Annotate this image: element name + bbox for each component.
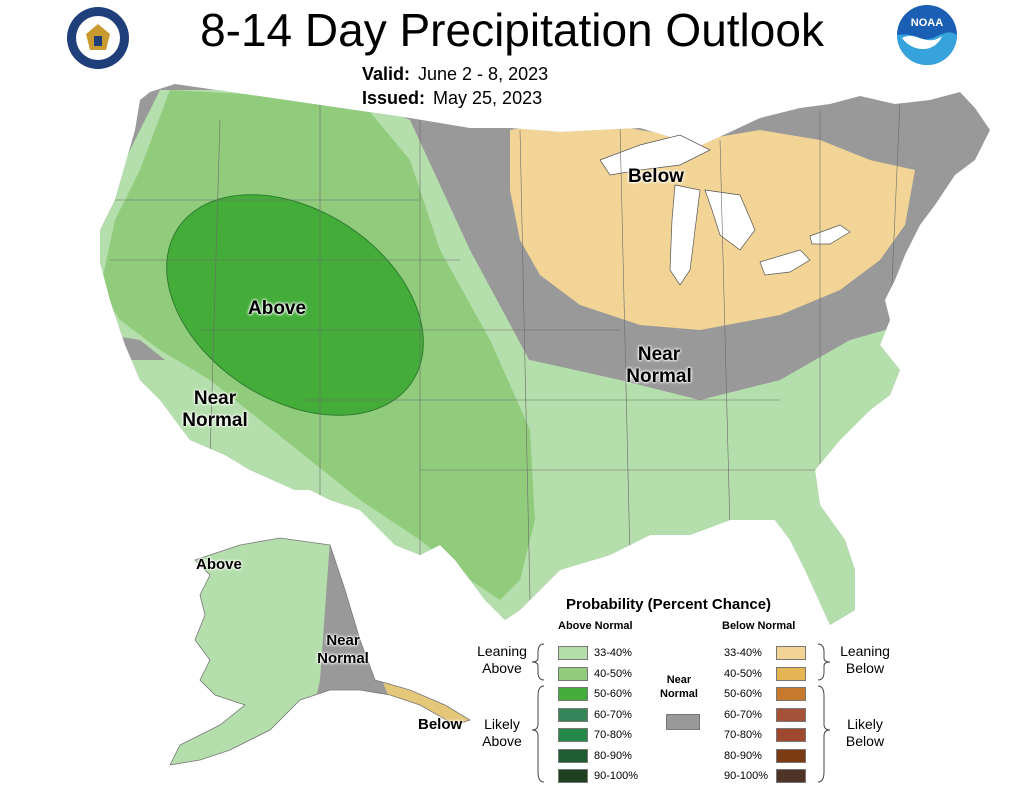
- legend-below-label: 33-40%: [724, 647, 762, 659]
- issued-label: Issued:: [362, 88, 426, 108]
- legend-above-swatch: [558, 646, 588, 660]
- issued-date: Issued: May 25, 2023: [362, 88, 542, 109]
- legend-below-swatch: [776, 646, 806, 660]
- legend-title: Probability (Percent Chance): [566, 596, 772, 613]
- page-title: 8-14 Day Precipitation Outlook: [200, 4, 824, 56]
- legend-above-label: 50-60%: [594, 688, 632, 700]
- legend-below-header: Below Normal: [722, 620, 796, 632]
- label-near-normal-ohio: Near Normal: [612, 344, 706, 388]
- label-line: Normal: [626, 366, 692, 387]
- label-line: Near: [637, 344, 681, 365]
- legend-above-swatch: [558, 728, 588, 742]
- legend-brackets-left: [531, 643, 545, 783]
- legend-brackets-right: [817, 643, 831, 783]
- legend-group-leaning-below: Leaning Below: [832, 643, 898, 677]
- valid-value: June 2 - 8, 2023: [418, 64, 549, 84]
- legend-above-header: Above Normal: [558, 620, 633, 632]
- legend-above-swatch: [558, 707, 588, 722]
- label-line: Below: [845, 660, 885, 676]
- label-alaska-near-normal: Near Normal: [308, 632, 378, 668]
- legend-above-label: 70-80%: [594, 729, 632, 741]
- label-line: Normal: [317, 650, 369, 667]
- label-near-normal-southwest: Near Normal: [170, 388, 260, 432]
- label-alaska-below: Below: [418, 716, 463, 733]
- legend-below-label: 40-50%: [724, 667, 762, 680]
- label-line: Below: [845, 733, 885, 749]
- legend-above-label: 40-50%: [594, 667, 632, 680]
- label-line: Leaning: [477, 643, 527, 659]
- legend-below-swatch: [776, 666, 806, 681]
- label-above-west: Above: [248, 298, 307, 319]
- legend-above-label: 33-40%: [594, 647, 632, 659]
- legend-below-label: 80-90%: [724, 749, 762, 762]
- label-alaska-above: Above: [196, 556, 242, 573]
- legend-above-swatch: [558, 769, 588, 783]
- legend-below-label: 90-100%: [724, 770, 769, 782]
- state-borders: [100, 99, 901, 601]
- legend-group-leaning-above: Leaning Above: [472, 643, 532, 677]
- label-line: Likely: [847, 716, 883, 732]
- label-line: Leaning: [840, 643, 890, 659]
- label-line: Above: [482, 660, 522, 676]
- legend-below-swatch: [776, 728, 806, 742]
- label-line: Above: [482, 733, 522, 749]
- legend-below-label: 60-70%: [724, 708, 762, 721]
- legend-group-likely-below: Likely Below: [832, 716, 898, 750]
- label-line: Likely: [484, 716, 520, 732]
- legend-below-label: 70-80%: [724, 729, 762, 741]
- legend-below-label: 50-60%: [724, 688, 762, 700]
- valid-label: Valid:: [362, 64, 411, 84]
- legend-group-likely-above: Likely Above: [472, 716, 532, 750]
- great-lakes: [599, 134, 851, 286]
- doc-seal-icon: [67, 7, 129, 69]
- valid-dates: Valid: June 2 - 8, 2023: [362, 64, 548, 85]
- issued-value: May 25, 2023: [433, 88, 543, 108]
- legend-near-normal-swatch: [666, 714, 700, 730]
- legend-above-swatch: [558, 666, 588, 681]
- legend-above-swatch: [558, 748, 588, 763]
- label-line: Near: [666, 674, 692, 686]
- label-below-great-lakes: Below: [628, 166, 684, 187]
- legend-above-label: 60-70%: [594, 708, 632, 721]
- legend-above-label: 90-100%: [594, 770, 639, 782]
- label-line: Near: [193, 388, 237, 409]
- legend-below-swatch: [776, 748, 806, 763]
- label-line: Normal: [660, 688, 698, 700]
- noaa-logo-icon: NOAA: [897, 5, 957, 65]
- legend-below-swatch: [776, 769, 806, 783]
- legend-near-normal-label: Near Normal: [660, 673, 698, 701]
- legend-below-swatch: [776, 687, 806, 701]
- label-line: Near: [326, 632, 360, 649]
- legend-above-label: 80-90%: [594, 749, 632, 762]
- svg-text:NOAA: NOAA: [911, 17, 943, 29]
- legend-above-swatch: [558, 687, 588, 701]
- legend-below-swatch: [776, 707, 806, 722]
- label-line: Normal: [182, 410, 248, 431]
